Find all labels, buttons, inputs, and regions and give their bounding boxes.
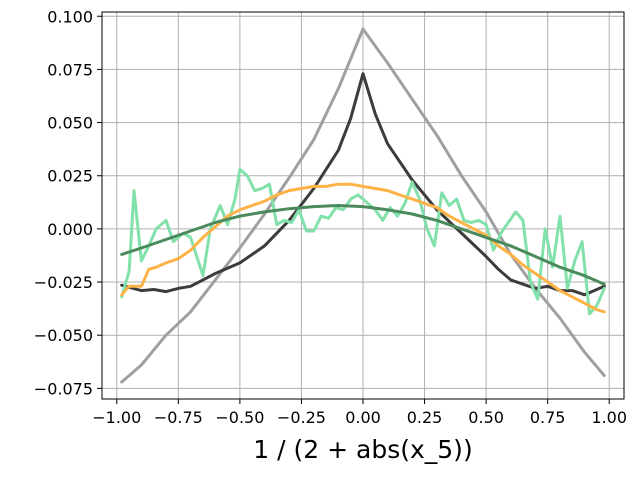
series-line-4 <box>120 182 606 314</box>
y-tick-label: 0.075 <box>47 60 93 79</box>
y-tick-label: 0.100 <box>47 7 93 26</box>
grid-lines <box>102 12 624 399</box>
x-tick-label: 0.75 <box>530 408 566 427</box>
y-tick-label: −0.025 <box>34 273 93 292</box>
axis-ticks: −1.00 −0.75 −0.50 −0.25 0.00 0.25 0.50 0.75 1.00… <box>34 7 627 427</box>
y-tick-label: 0.050 <box>47 114 93 133</box>
series-line-1 <box>120 27 606 384</box>
y-tick-label: 0.025 <box>47 167 93 186</box>
x-tick-label: 0.25 <box>407 408 443 427</box>
x-tick-label: 0.50 <box>468 408 504 427</box>
x-tick-label: −0.75 <box>154 408 203 427</box>
x-tick-label: −1.00 <box>92 408 141 427</box>
y-tick-label: −0.075 <box>34 379 93 398</box>
series-lines <box>120 27 606 384</box>
x-axis-label: 1 / (2 + abs(x_5)) <box>253 435 472 464</box>
series-line-3 <box>120 167 606 316</box>
y-tick-label: 0.000 <box>47 220 93 239</box>
x-tick-label: −0.50 <box>215 408 264 427</box>
series-line-5 <box>120 204 606 286</box>
x-tick-label: 0.00 <box>345 408 381 427</box>
x-tick-label: −0.25 <box>277 408 326 427</box>
y-tick-label: −0.050 <box>34 326 93 345</box>
x-tick-label: 1.00 <box>591 408 627 427</box>
